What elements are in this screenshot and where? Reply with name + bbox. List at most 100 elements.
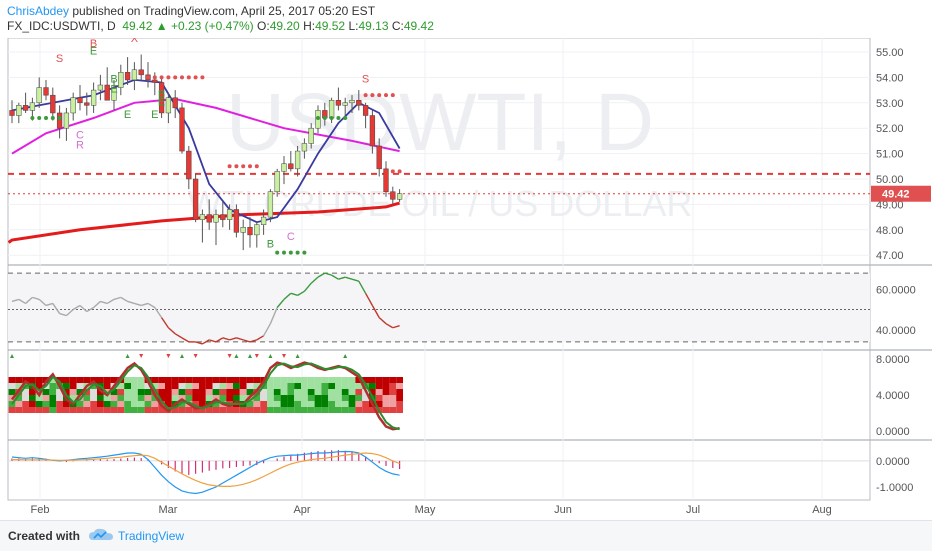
heatmap-cell <box>212 389 220 395</box>
candle-body <box>77 97 83 104</box>
resistance-dots <box>390 169 395 174</box>
heatmap-cell <box>375 389 383 395</box>
heatmap-cell <box>212 377 220 383</box>
heatmap-cell <box>233 389 240 395</box>
heatmap-cell <box>341 389 349 395</box>
resistance-dots <box>146 75 150 80</box>
tradingview-brand[interactable]: TradingView <box>118 529 185 543</box>
heatmap-cell <box>314 401 322 407</box>
candle-body <box>186 150 192 180</box>
heatmap-cell <box>63 383 70 389</box>
resistance-dots <box>377 93 382 98</box>
heatmap-cell <box>124 383 131 389</box>
x-tick-label: Mar <box>159 504 178 516</box>
heatmap-cell <box>321 407 329 413</box>
author-link[interactable]: ChrisAbdey <box>7 4 70 18</box>
heatmap-cell <box>335 377 342 383</box>
heatmap-cell <box>239 377 247 383</box>
rsi-line-segment <box>338 276 346 280</box>
resistance-dots <box>193 75 198 80</box>
heatmap-cell <box>171 389 179 395</box>
rsi-line-segment <box>38 298 47 306</box>
heatmap-cell <box>76 389 84 395</box>
candle-body <box>335 100 342 106</box>
heatmap-cell <box>219 389 227 395</box>
heatmap-cell <box>355 377 363 383</box>
heatmap-cell <box>56 389 63 395</box>
x-tick-label: May <box>415 504 436 516</box>
heatmap-cell <box>42 401 50 407</box>
rsi-tick-label: 40.0000 <box>876 325 916 337</box>
heatmap-cell <box>382 401 390 407</box>
heatmap-cell <box>253 401 261 407</box>
heatmap-cell <box>294 407 301 413</box>
heatmap-cell <box>151 401 159 407</box>
heatmap-cell <box>63 401 70 407</box>
heatmap-cell <box>144 383 152 389</box>
heatmap-cell <box>110 389 118 395</box>
candle-body <box>247 227 253 236</box>
rsi-line-segment <box>154 307 163 319</box>
heatmap-cell <box>76 377 84 383</box>
candle-body <box>84 102 90 106</box>
heatmap-cell <box>226 383 233 389</box>
resistance-dots <box>227 164 232 169</box>
resistance-dots <box>159 75 164 80</box>
heatmap-cell <box>294 395 301 401</box>
heatmap-cell <box>348 401 356 407</box>
rsi-line-segment <box>269 307 278 324</box>
heatmap-cell <box>260 395 267 401</box>
price-chart[interactable]: Feb Mar Apr May Jun Jul Aug 55.00 54.00 53.00 52.0… <box>0 38 932 520</box>
candle-body <box>22 105 29 111</box>
heatmap-cell <box>233 395 240 401</box>
heatmap-cell <box>171 407 179 413</box>
heatmap-cell <box>178 395 186 401</box>
heatmap-cell <box>396 383 403 389</box>
watermark-symbol: USDWTI, D <box>226 77 654 168</box>
heatmap-cell <box>42 395 50 401</box>
macd-line <box>11 450 400 495</box>
rsi-line-segment <box>256 335 264 341</box>
heatmap-cell <box>301 389 308 395</box>
heatmap-cell <box>355 383 363 389</box>
heatmap-cell <box>22 395 29 401</box>
heatmap-cell <box>369 377 376 383</box>
heatmap-cell <box>348 395 356 401</box>
heatmap-cell <box>8 383 16 389</box>
support-dots <box>336 116 341 121</box>
rsi-line-segment <box>229 337 237 341</box>
signal-triangle <box>254 354 259 358</box>
heatmap-cell <box>63 377 70 383</box>
heatmap-cell <box>178 389 186 395</box>
heatmap-cell <box>253 407 261 413</box>
heatmap-cell <box>348 389 356 395</box>
heatmap-cell <box>49 383 57 389</box>
candle-body <box>294 150 301 170</box>
heatmap-cell <box>389 383 397 389</box>
arrow-up-icon: ▲ <box>155 19 168 33</box>
rsi-band <box>8 273 870 342</box>
x-tick-label: Jun <box>554 504 572 516</box>
signal-triangle <box>10 354 14 358</box>
heatmap-cell <box>205 395 213 401</box>
candle-body <box>97 84 104 91</box>
heatmap-cell <box>29 395 36 401</box>
heatmap-cell <box>110 377 118 383</box>
macd-tick-label: 0.0000 <box>876 456 910 468</box>
symbol-label[interactable]: FX_IDC:USDWTI, D <box>7 19 116 33</box>
heatmap-cell <box>117 407 125 413</box>
heatmap-cell <box>389 401 397 407</box>
heatmap-cell <box>219 377 227 383</box>
heatmap-cell <box>171 395 179 401</box>
heatmap-cell <box>22 377 29 383</box>
rsi-line-segment <box>385 323 394 329</box>
rsi-line-segment <box>134 302 142 307</box>
heatmap-cell <box>8 389 16 395</box>
heatmap-cell <box>382 389 390 395</box>
heatmap-cell <box>8 377 16 383</box>
candle-body <box>9 110 15 116</box>
heatmap-cell <box>63 389 70 395</box>
heatmap-cell <box>294 383 301 389</box>
heatmap-cell <box>267 377 274 383</box>
rsi-line-segment <box>351 278 359 282</box>
